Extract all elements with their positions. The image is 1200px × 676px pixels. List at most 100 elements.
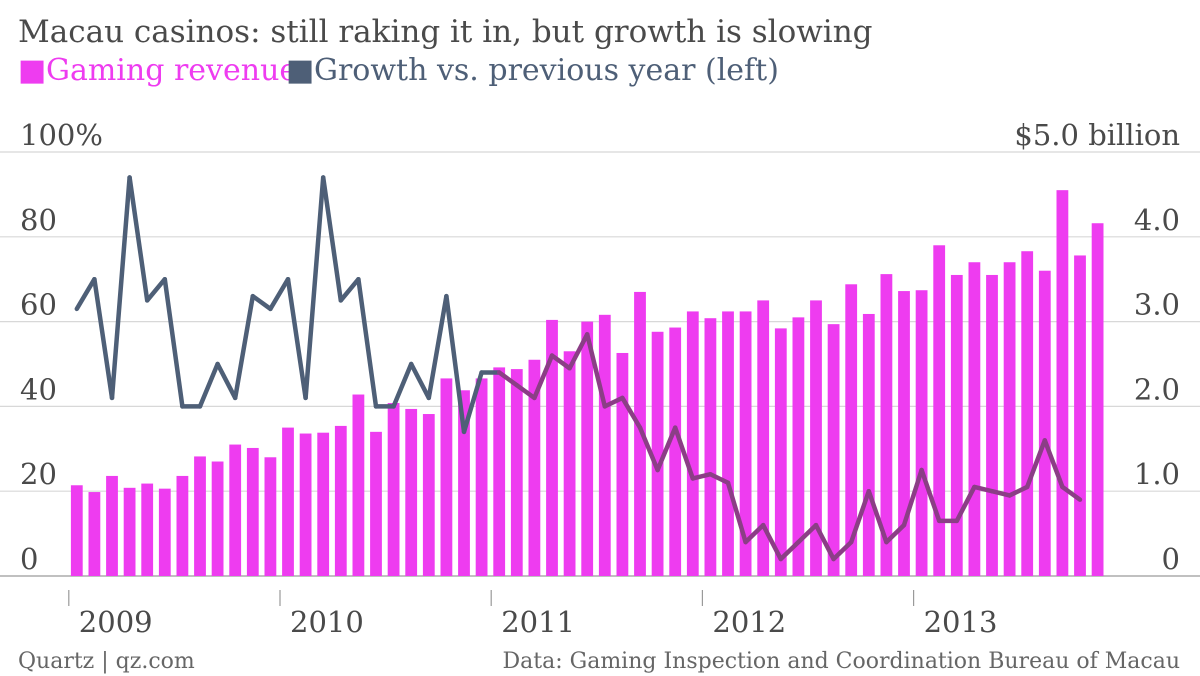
growth-line-segment <box>972 484 995 494</box>
growth-line-segment <box>92 276 115 401</box>
revenue-bar <box>598 314 611 576</box>
growth-line-segment <box>197 361 220 409</box>
growth-line-segment <box>1060 484 1083 502</box>
growth-line-segment <box>989 488 1012 498</box>
chart-title: Macau casinos: still raking it in, but g… <box>18 14 873 50</box>
revenue-bar <box>70 485 83 576</box>
right-tick-label: 1.0 <box>1134 457 1180 491</box>
right-tick-label: 0 <box>1162 542 1180 576</box>
revenue-bar <box>933 245 946 576</box>
right-tick-label: 2.0 <box>1134 372 1180 406</box>
growth-line-segment <box>162 276 185 409</box>
revenue-bar <box>1091 223 1104 576</box>
revenue-bar <box>158 488 171 576</box>
revenue-bar <box>370 431 382 576</box>
legend: ■ Gaming revenue ■ Growth vs. previous y… <box>18 53 779 88</box>
revenue-bar <box>986 274 998 576</box>
x-tick-label: 2012 <box>712 605 786 639</box>
growth-line-segment <box>708 471 731 485</box>
growth-line-segment <box>919 467 942 524</box>
revenue-bar <box>1003 262 1016 576</box>
left-tick-label: 0 <box>20 542 38 576</box>
growth-line-segment <box>426 293 449 401</box>
growth-line-segment <box>620 395 643 430</box>
revenue-bar <box>915 290 928 576</box>
growth-line-segment <box>637 425 660 473</box>
revenue-bar <box>475 378 488 576</box>
left-tick-label: 20 <box>20 457 57 491</box>
growth-line-segment <box>232 293 256 401</box>
x-tick-label: 2010 <box>290 605 364 639</box>
growth-line <box>74 175 1083 562</box>
revenue-bar <box>405 408 418 576</box>
growth-line-segment <box>584 332 608 409</box>
revenue-bar <box>510 369 523 576</box>
revenue-bar <box>739 311 752 576</box>
revenue-bar <box>898 291 910 576</box>
data-source: Data: Gaming Inspection and Coordination… <box>503 649 1180 674</box>
revenue-bar <box>194 456 206 576</box>
revenue-bar <box>440 378 453 576</box>
growth-line-segment <box>672 425 696 481</box>
revenue-bar <box>616 352 629 576</box>
growth-line-segment <box>514 382 537 401</box>
growth-line-segment <box>127 175 150 303</box>
growth-line-segment <box>391 361 414 409</box>
revenue-bar <box>211 461 224 576</box>
growth-line-segment <box>1024 438 1048 490</box>
left-tick-label: 40 <box>20 372 57 406</box>
growth-line-segment <box>725 480 748 545</box>
revenue-bar <box>299 433 312 576</box>
left-tick-label: 60 <box>20 288 57 322</box>
x-tick-label: 2011 <box>501 605 575 639</box>
revenue-bar <box>845 284 858 576</box>
left-tick-label: 100% <box>20 118 103 152</box>
x-axis-ticks: 2009 2010 2011 2012 2013 <box>68 590 997 639</box>
growth-line-segment <box>901 467 924 528</box>
growth-line-segment <box>796 522 819 545</box>
revenue-bar <box>862 313 875 576</box>
revenue-bar <box>1074 255 1086 576</box>
revenue-bar <box>458 390 470 576</box>
growth-line-segment <box>144 276 168 303</box>
growth-line-segment <box>549 353 572 371</box>
source-credit: Quartz | qz.com <box>18 649 195 674</box>
growth-line-segment <box>954 484 977 524</box>
growth-line-segment <box>74 276 97 312</box>
growth-line-segment <box>690 471 713 481</box>
growth-line-segment <box>285 276 308 401</box>
revenue-bar <box>546 319 558 576</box>
growth-line-segment <box>1042 438 1065 490</box>
growth-line-segment <box>408 361 432 401</box>
growth-line-segment <box>356 276 379 409</box>
growth-line-segment <box>268 276 291 312</box>
revenue-bar <box>123 487 136 576</box>
revenue-bar <box>634 291 646 576</box>
growth-line-segment <box>778 539 801 562</box>
legend-marker-growth: ■ <box>286 53 314 88</box>
growth-line-segment <box>743 522 766 545</box>
revenue-bar <box>1038 270 1051 576</box>
legend-marker-gaming-revenue: ■ <box>18 53 46 88</box>
growth-line-segment <box>1007 484 1030 498</box>
growth-line-segment <box>303 175 326 401</box>
growth-line-segment <box>848 488 872 545</box>
revenue-bar <box>704 318 717 576</box>
revenue-bar <box>1056 190 1069 576</box>
revenue-bar <box>774 328 787 576</box>
growth-line-segment <box>532 353 555 401</box>
revenue-bar <box>792 317 805 576</box>
revenue-bar <box>282 427 294 576</box>
growth-line-segment <box>655 425 678 473</box>
legend-label-growth: Growth vs. previous year (left) <box>314 53 779 88</box>
left-axis-ticks: 100% 80 60 40 20 0 <box>20 118 103 576</box>
right-tick-label: 3.0 <box>1134 288 1180 322</box>
revenue-bar <box>810 300 822 576</box>
revenue-bar <box>352 394 365 576</box>
growth-line-segment <box>831 539 854 562</box>
revenue-bar <box>968 262 981 576</box>
revenue-bar <box>106 475 118 576</box>
growth-line-segment <box>602 395 625 409</box>
revenue-bar <box>827 324 840 576</box>
